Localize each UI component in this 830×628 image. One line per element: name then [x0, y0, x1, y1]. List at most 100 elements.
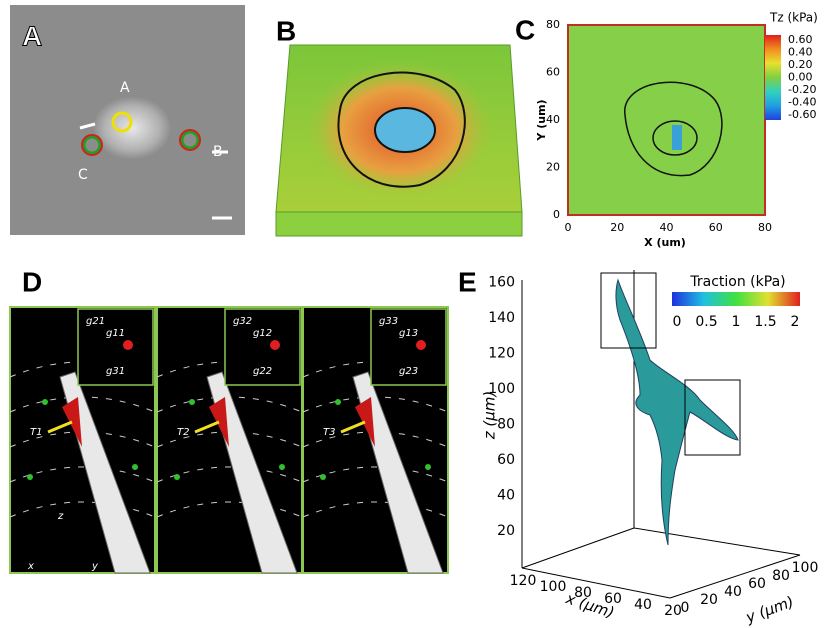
z-tick-label: 120 [488, 346, 515, 362]
streamline [9, 466, 156, 483]
axis-line [633, 527, 801, 556]
colorbar-tick-label: 2 [791, 314, 800, 330]
x-tick-label: 20 [664, 603, 682, 619]
inset-label: g12 [253, 328, 272, 339]
panel-label: B [276, 15, 296, 46]
particle [27, 474, 33, 480]
traction-arrow [47, 420, 73, 434]
colorbar [672, 292, 800, 306]
axis-label: z [57, 511, 64, 522]
y-tick-label: 20 [700, 592, 718, 608]
colorbar-tick-label: -0.20 [788, 83, 816, 96]
colorbar-tick-label: 0 [673, 314, 682, 330]
traction-arrow [194, 420, 220, 434]
streamline [156, 501, 303, 518]
marker-circle [81, 134, 103, 156]
panel-e: E Traction (kPa) z (μm) x (μm) y (μm) 20… [458, 266, 818, 626]
x-tick-label: 40 [660, 221, 674, 234]
y-tick-label: 40 [546, 113, 560, 126]
panel-label: C [515, 14, 535, 45]
particle [189, 399, 195, 405]
x-tick-label: 60 [604, 591, 622, 607]
inset-label: g31 [106, 366, 125, 377]
particle [132, 464, 138, 470]
filament [352, 371, 444, 574]
colorbar-tick-label: 0.00 [788, 71, 813, 84]
colorbar-tick-label: 1.5 [754, 314, 776, 330]
inset-label: g13 [399, 328, 418, 339]
arrow [79, 122, 96, 130]
panel-label: D [22, 266, 42, 297]
z-tick-label: 140 [488, 310, 515, 326]
inset [370, 308, 447, 386]
gel-side [275, 211, 523, 237]
cell-outline [624, 81, 723, 177]
inset-label: g33 [379, 316, 398, 327]
inset [77, 308, 154, 386]
traction-label: T1 [30, 427, 42, 438]
y-axis-label: y (μm) [743, 593, 797, 627]
panel-b: B [275, 15, 523, 237]
y-tick-label: 0 [681, 600, 690, 616]
cell [92, 96, 172, 160]
particle [174, 474, 180, 480]
zoom-box [600, 272, 657, 349]
x-tick-label: 40 [634, 597, 652, 613]
y-tick-label: 60 [748, 576, 766, 592]
particle [42, 399, 48, 405]
z-tick-label: 100 [488, 381, 515, 397]
y-axis-label: Y (um) [535, 99, 548, 141]
axis-line [669, 554, 801, 599]
axis-line [521, 527, 635, 569]
streamline [302, 501, 449, 518]
cell-mesh [615, 278, 739, 546]
zoom-box [684, 379, 741, 456]
marker-label: C [78, 167, 88, 183]
particle [335, 399, 341, 405]
x-tick-label: 80 [574, 585, 592, 601]
z-tick-label: 40 [497, 488, 515, 504]
y-tick-label: 100 [792, 560, 819, 576]
colorbar-tick-label: -0.60 [788, 108, 816, 121]
streamline [156, 466, 303, 483]
y-tick-label: 40 [724, 584, 742, 600]
traction-arrow [340, 420, 366, 434]
z-tick-label: 20 [497, 523, 515, 539]
colorbar-tick-label: 0.5 [695, 314, 717, 330]
streamline [302, 466, 449, 483]
panel-label: A [22, 20, 42, 51]
traction-label: T2 [177, 427, 189, 438]
panel-label: E [458, 266, 477, 297]
inset-label: g11 [106, 328, 125, 339]
x-tick-label: 80 [758, 221, 772, 234]
x-axis-label: X (um) [644, 236, 686, 249]
traction-spot [672, 125, 682, 150]
y-tick-label: 60 [546, 66, 560, 79]
marker-label: A [120, 80, 130, 96]
particle [416, 340, 426, 350]
marker-circle [180, 130, 200, 150]
panel-c: C Tz (kPa) X (um) Y (um) 0 20 40 60 80 0 20 40 6… [515, 11, 818, 250]
colorbar-tick-label: -0.40 [788, 96, 816, 109]
axis-line [521, 567, 671, 599]
filament [59, 371, 151, 574]
particle [320, 474, 326, 480]
colorbar-tick-label: 0.60 [788, 33, 813, 46]
colorbar [765, 35, 781, 120]
y-tick-label: 80 [772, 568, 790, 584]
cell-outline [337, 71, 466, 188]
z-axis-label: z (μm) [481, 391, 499, 441]
filament [206, 371, 298, 574]
inset-label: g23 [399, 366, 418, 377]
inset-label: g21 [86, 316, 105, 327]
marker-label: B [213, 144, 223, 160]
traction-label: T3 [323, 427, 335, 438]
inset [224, 308, 301, 386]
z-tick-label: 160 [488, 275, 515, 291]
x-tick-label: 120 [510, 573, 537, 589]
colorbar-tick-label: 1 [732, 314, 741, 330]
